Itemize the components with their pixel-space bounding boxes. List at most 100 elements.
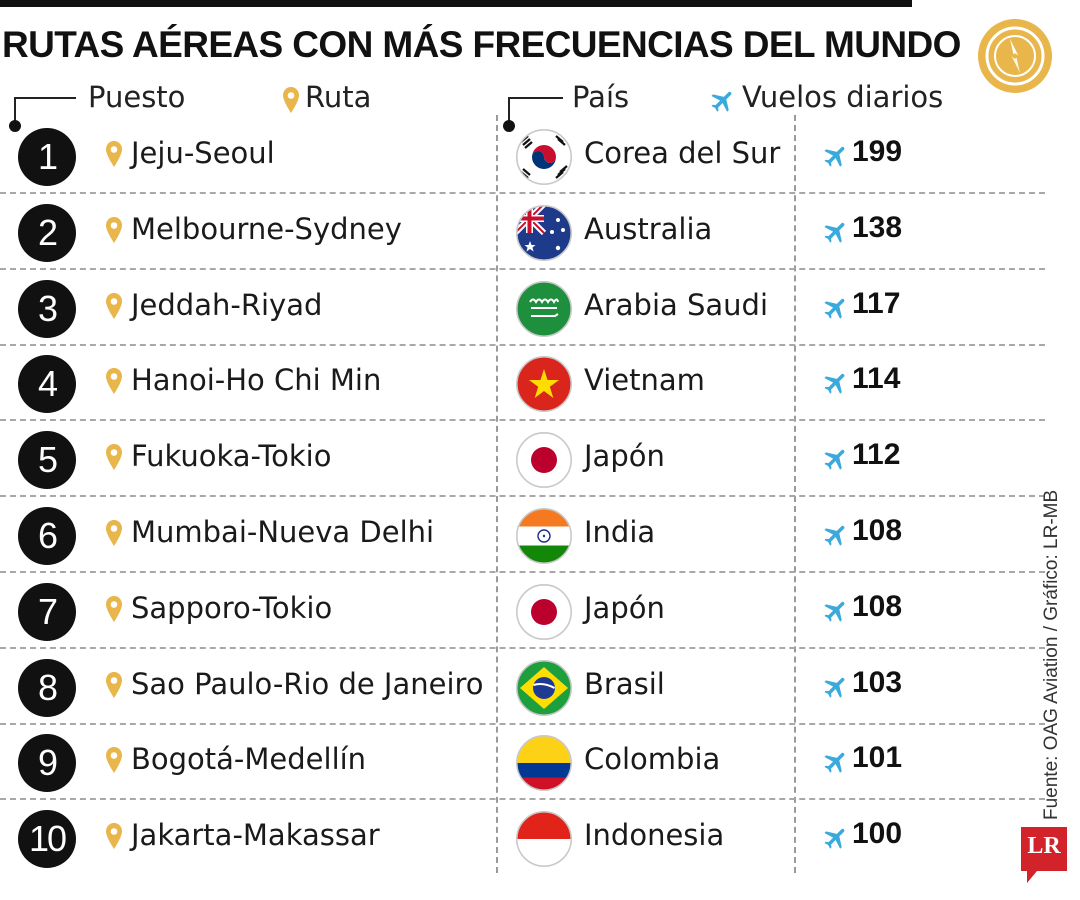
rank-badge: 4	[18, 355, 76, 414]
brazil-flag-icon	[515, 659, 573, 717]
country-name: Corea del Sur	[584, 136, 781, 170]
daily-flights-value: 108	[852, 589, 903, 623]
header-tick-left	[14, 97, 16, 121]
location-pin-icon	[105, 746, 123, 774]
plane-icon	[822, 824, 850, 852]
table-row: 7 Sapporo-Tokio Japón 108	[0, 573, 1045, 649]
rank-badge: 2	[18, 203, 76, 262]
daily-flights-value: 199	[852, 135, 903, 168]
vietnam-flag-icon	[515, 355, 573, 413]
column-divider-country	[794, 115, 796, 873]
plane-icon	[822, 597, 850, 625]
daily-flights-value: 103	[852, 665, 903, 699]
route-name: Jeju-Seoul	[131, 136, 275, 170]
rank-badge: 5	[18, 431, 76, 490]
route-name: Bogotá-Medellín	[131, 742, 367, 777]
australia-flag-icon	[515, 204, 573, 262]
header-dot-left	[9, 120, 21, 132]
rank-badge: 9	[18, 734, 76, 793]
top-rule	[0, 0, 912, 7]
country-name: Japón	[584, 590, 665, 625]
lr-logo-text: LR	[1027, 833, 1061, 859]
row-divider	[0, 267, 1045, 270]
country-name: Vietnam	[584, 363, 705, 398]
south-korea-flag-icon	[515, 128, 573, 186]
row-divider	[0, 495, 1045, 498]
country-name: Arabia Saudi	[584, 287, 769, 322]
rank-badge: 3	[18, 279, 76, 338]
daily-flights-value: 100	[852, 817, 903, 851]
location-pin-icon	[105, 367, 123, 395]
table-row: 4 Hanoi-Ho Chi Min Vietnam 114	[0, 345, 1045, 422]
row-divider	[0, 571, 1045, 573]
country-name: Japón	[584, 439, 665, 474]
plane-icon	[822, 521, 850, 549]
location-pin-icon	[283, 87, 299, 113]
india-flag-icon	[515, 507, 573, 565]
plane-icon	[822, 294, 850, 322]
location-pin-icon	[105, 443, 123, 471]
column-divider-route	[496, 115, 498, 873]
row-divider	[0, 192, 1045, 194]
location-pin-icon	[105, 140, 123, 168]
route-name: Jakarta-Makassar	[131, 818, 380, 853]
country-name: Indonesia	[584, 818, 725, 853]
japan-flag-icon	[515, 583, 573, 641]
table-row: 9 Bogotá-Medellín Colombia 101	[0, 724, 1045, 801]
plane-icon	[822, 673, 850, 701]
route-name: Fukuoka-Tokio	[131, 439, 332, 474]
header-rank: Puesto	[88, 80, 186, 114]
location-pin-icon	[105, 671, 123, 699]
route-name: Hanoi-Ho Chi Min	[131, 363, 382, 398]
plane-icon	[822, 142, 850, 170]
location-pin-icon	[105, 216, 123, 244]
route-name: Mumbai-Nueva Delhi	[131, 515, 435, 549]
table-row: 6 Mumbai-Nueva Delhi India 108	[0, 497, 1045, 573]
plane-icon	[822, 445, 850, 473]
plane-icon	[822, 218, 850, 246]
daily-flights-value: 112	[852, 438, 901, 472]
location-pin-icon	[105, 822, 123, 850]
row-divider	[0, 343, 1045, 346]
indonesia-flag-icon	[515, 810, 573, 868]
plane-icon	[822, 369, 850, 397]
saudi-arabia-flag-icon	[515, 280, 573, 338]
location-pin-icon	[105, 519, 123, 547]
location-pin-icon	[105, 292, 123, 320]
daily-flights-value: 114	[852, 362, 901, 396]
header-route: Ruta	[305, 80, 372, 114]
source-credit: Fuente: OAG Aviation / Gráfico: LR-MB	[1041, 489, 1062, 820]
page-title: RUTAS AÉREAS CON MÁS FRECUENCIAS DEL MUN…	[2, 24, 961, 65]
header-country: País	[572, 80, 630, 114]
rank-badge: 7	[18, 582, 76, 641]
plane-icon	[822, 748, 850, 776]
rank-badge: 1	[18, 128, 76, 186]
route-name: Sao Paulo-Rio de Janeiro	[131, 666, 484, 701]
route-name: Melbourne-Sydney	[131, 211, 402, 246]
table-row: 1 Jeju-Seoul Corea del Sur 199	[0, 118, 1045, 194]
header-dot-right	[503, 120, 515, 132]
country-name: Colombia	[584, 742, 721, 777]
daily-flights-value: 117	[852, 286, 901, 320]
row-divider	[0, 646, 1045, 649]
rank-badge: 6	[18, 507, 76, 565]
daily-flights-value: 101	[852, 741, 903, 775]
header-rule-right	[508, 97, 563, 99]
table-row: 5 Fukuoka-Tokio Japón 112	[0, 421, 1045, 498]
table-row: 10 Jakarta-Makassar Indonesia 100	[0, 800, 1045, 876]
rank-badge: 10	[18, 810, 76, 869]
route-name: Sapporo-Tokio	[131, 590, 333, 625]
rank-badge: 8	[18, 658, 76, 717]
table-row: 8 Sao Paulo-Rio de Janeiro Brasil 103	[0, 649, 1045, 725]
country-name: Australia	[584, 211, 713, 246]
row-divider	[0, 798, 1045, 801]
table-row: 2 Melbourne-Sydney Australia 138	[0, 194, 1045, 270]
lr-logo	[1021, 827, 1067, 883]
table-row: 3 Jeddah-Riyad Arabia Saudi 117	[0, 270, 1045, 346]
colombia-flag-icon	[515, 734, 573, 792]
location-pin-icon	[105, 595, 123, 623]
row-divider	[0, 419, 1045, 422]
row-divider	[0, 722, 1045, 725]
header-tick-right	[508, 97, 510, 121]
compass-icon	[978, 19, 1052, 93]
